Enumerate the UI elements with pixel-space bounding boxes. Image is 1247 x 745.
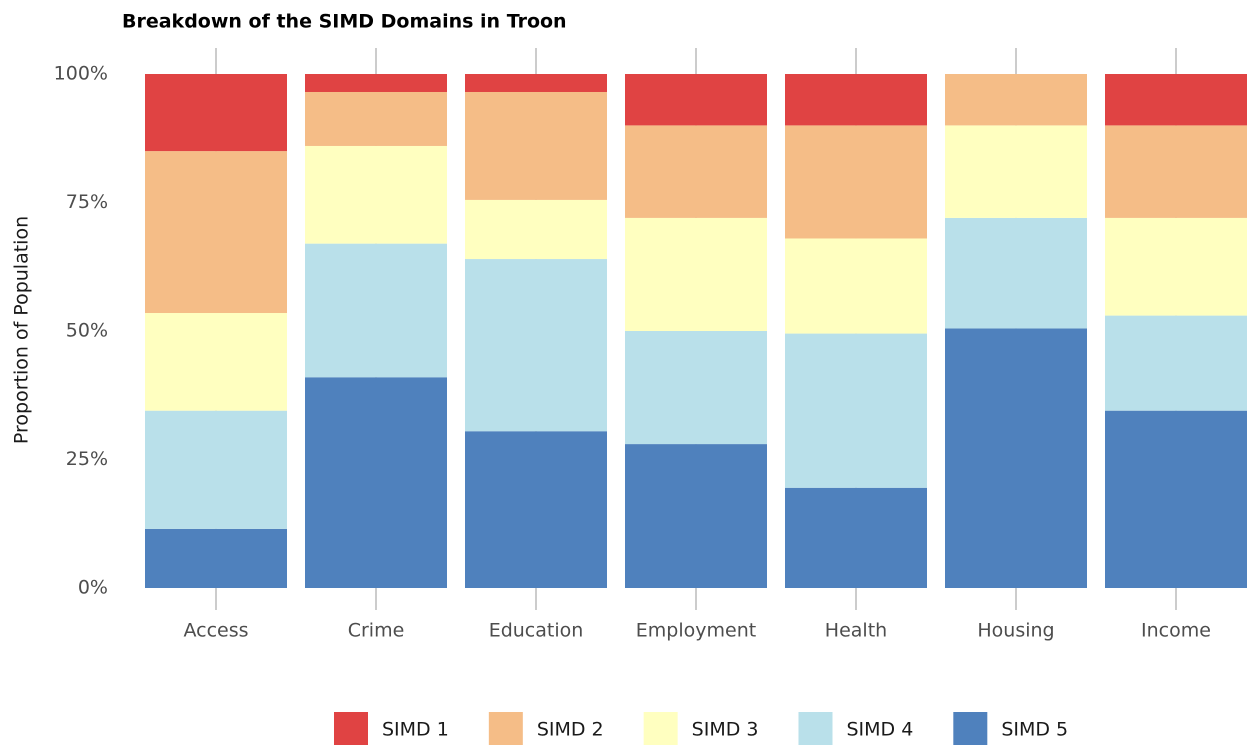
- x-tick-label: Crime: [348, 620, 405, 642]
- bar-segment: [1105, 125, 1247, 218]
- legend-swatch: [334, 712, 368, 745]
- x-tick-label: Access: [183, 620, 248, 642]
- bar-segment: [145, 151, 287, 314]
- bar-segment: [145, 410, 287, 529]
- bar-segment: [625, 444, 767, 588]
- bar-segment: [625, 331, 767, 445]
- legend-label: SIMD 4: [846, 719, 913, 741]
- legend-label: SIMD 2: [537, 719, 604, 741]
- bar-segment: [305, 145, 447, 244]
- bar-segment: [145, 313, 287, 411]
- bar-segment: [305, 243, 447, 378]
- y-tick-label: 25%: [66, 448, 108, 470]
- legend-swatch: [798, 712, 833, 745]
- legend-swatch: [953, 712, 988, 745]
- legend-label: SIMD 3: [692, 719, 759, 741]
- bar-segment: [625, 217, 767, 331]
- y-tick-label: 75%: [66, 191, 108, 213]
- legend-label: SIMD 1: [382, 719, 449, 741]
- bar-segment: [465, 74, 607, 92]
- bar-segment: [305, 377, 447, 588]
- bar-segment: [1105, 74, 1247, 126]
- x-tick-label: Housing: [977, 620, 1054, 642]
- bar-segment: [145, 74, 287, 152]
- bar-segment: [1105, 315, 1247, 411]
- chart-title: Breakdown of the SIMD Domains in Troon: [122, 11, 567, 33]
- legend-swatch: [488, 712, 523, 745]
- bar-segment: [625, 74, 767, 126]
- bar-segment: [145, 528, 287, 588]
- x-tick-label: Health: [825, 620, 887, 642]
- bar-segment: [1105, 410, 1247, 588]
- y-tick-label: 100%: [54, 63, 108, 85]
- legend-swatch: [643, 712, 678, 745]
- y-tick-label: 0%: [78, 577, 108, 599]
- bar-segment: [945, 74, 1087, 126]
- bar-segment: [785, 487, 927, 588]
- bar-segment: [465, 259, 607, 432]
- bar-segment: [305, 74, 447, 92]
- bar-segment: [945, 328, 1087, 588]
- bar-segment: [465, 431, 607, 588]
- bar-segment: [785, 125, 927, 239]
- bar-segment: [785, 333, 927, 488]
- bar-segment: [1105, 217, 1247, 316]
- bar-segment: [305, 91, 447, 146]
- bar-segment: [785, 74, 927, 126]
- legend-label: SIMD 5: [1001, 719, 1068, 741]
- bar-segment: [945, 217, 1087, 329]
- x-tick-label: Employment: [636, 620, 756, 642]
- bar-segment: [625, 125, 767, 218]
- y-tick-label: 50%: [66, 320, 108, 342]
- bar-segment: [785, 238, 927, 334]
- y-axis-title: Proportion of Population: [11, 216, 33, 444]
- x-tick-label: Education: [489, 620, 584, 642]
- bar-segment: [945, 125, 1087, 218]
- bar-segment: [465, 91, 607, 200]
- bar-segment: [465, 199, 607, 260]
- x-tick-label: Income: [1141, 620, 1211, 642]
